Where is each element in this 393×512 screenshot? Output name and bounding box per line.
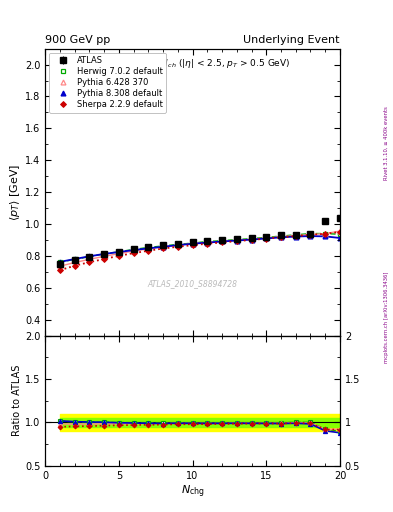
Sherpa 2.2.9 default [58,267,62,273]
Sherpa 2.2.9 default [338,229,342,235]
Pythia 6.428 370 [234,237,239,243]
Y-axis label: $\langle p_T \rangle$ [GeV]: $\langle p_T \rangle$ [GeV] [8,163,22,221]
Herwig 7.0.2 default [102,251,107,257]
Herwig 7.0.2 default [58,259,62,265]
Herwig 7.0.2 default [87,253,92,260]
Pythia 6.428 370 [293,232,298,239]
Herwig 7.0.2 default [249,236,254,242]
Herwig 7.0.2 default [190,240,195,246]
Pythia 6.428 370 [190,241,195,247]
Pythia 6.428 370 [161,244,165,250]
Pythia 8.308 default [102,251,107,257]
Pythia 6.428 370 [102,253,107,260]
Herwig 7.0.2 default [72,257,77,263]
Sherpa 2.2.9 default [308,232,313,238]
Pythia 6.428 370 [176,242,180,248]
Pythia 6.428 370 [116,250,121,257]
Sherpa 2.2.9 default [72,263,77,269]
Pythia 6.428 370 [308,231,313,238]
Pythia 8.308 default [190,241,195,247]
Sherpa 2.2.9 default [293,233,298,239]
Herwig 7.0.2 default [338,231,342,238]
Herwig 7.0.2 default [279,233,283,239]
Sherpa 2.2.9 default [249,237,254,243]
Legend: ATLAS, Herwig 7.0.2 default, Pythia 6.428 370, Pythia 8.308 default, Sherpa 2.2.: ATLAS, Herwig 7.0.2 default, Pythia 6.42… [50,53,166,113]
Sherpa 2.2.9 default [161,245,165,251]
Y-axis label: Ratio to ATLAS: Ratio to ATLAS [12,365,22,436]
Pythia 6.428 370 [146,246,151,252]
Pythia 6.428 370 [264,235,269,241]
Text: ATLAS_2010_S8894728: ATLAS_2010_S8894728 [147,280,238,288]
Text: Rivet 3.1.10, ≥ 400k events: Rivet 3.1.10, ≥ 400k events [384,106,389,180]
Herwig 7.0.2 default [161,243,165,249]
Pythia 8.308 default [308,233,313,239]
X-axis label: $N_{\rm chg}$: $N_{\rm chg}$ [181,483,204,500]
Sherpa 2.2.9 default [87,259,92,265]
Pythia 6.428 370 [249,236,254,242]
Pythia 8.308 default [279,234,283,241]
Herwig 7.0.2 default [264,234,269,241]
Pythia 6.428 370 [87,257,92,263]
Sherpa 2.2.9 default [176,244,180,250]
Line: Herwig 7.0.2 default: Herwig 7.0.2 default [57,231,342,265]
Line: Pythia 8.308 default: Pythia 8.308 default [57,233,342,264]
Text: mcplots.cern.ch [arXiv:1306.3436]: mcplots.cern.ch [arXiv:1306.3436] [384,272,389,363]
Herwig 7.0.2 default [131,246,136,252]
Herwig 7.0.2 default [146,244,151,250]
Pythia 8.308 default [234,238,239,244]
Pythia 6.428 370 [220,238,224,244]
Sherpa 2.2.9 default [220,240,224,246]
Pythia 8.308 default [116,249,121,255]
Pythia 8.308 default [293,233,298,240]
Herwig 7.0.2 default [234,237,239,243]
Sherpa 2.2.9 default [234,238,239,244]
Pythia 8.308 default [131,247,136,253]
Pythia 6.428 370 [205,240,210,246]
Pythia 8.308 default [323,233,328,240]
Pythia 8.308 default [146,245,151,251]
Sherpa 2.2.9 default [323,231,328,237]
Sherpa 2.2.9 default [102,256,107,262]
Line: Sherpa 2.2.9 default: Sherpa 2.2.9 default [58,230,342,272]
Pythia 6.428 370 [131,248,136,254]
Herwig 7.0.2 default [293,232,298,238]
Sherpa 2.2.9 default [116,253,121,259]
Pythia 8.308 default [205,240,210,246]
Pythia 8.308 default [161,244,165,250]
Herwig 7.0.2 default [116,249,121,255]
Pythia 8.308 default [72,256,77,262]
Herwig 7.0.2 default [205,239,210,245]
Pythia 8.308 default [264,236,269,242]
Sherpa 2.2.9 default [131,250,136,256]
Pythia 6.428 370 [72,260,77,266]
Herwig 7.0.2 default [220,238,224,244]
Pythia 6.428 370 [58,263,62,269]
Pythia 8.308 default [220,239,224,245]
Sherpa 2.2.9 default [146,248,151,254]
Sherpa 2.2.9 default [279,234,283,241]
Pythia 8.308 default [87,253,92,260]
Text: Underlying Event: Underlying Event [243,35,340,45]
Pythia 6.428 370 [338,228,342,234]
Herwig 7.0.2 default [323,230,328,237]
Sherpa 2.2.9 default [205,241,210,247]
Sherpa 2.2.9 default [190,242,195,248]
Pythia 8.308 default [58,259,62,265]
Text: 900 GeV pp: 900 GeV pp [45,35,110,45]
Pythia 6.428 370 [323,230,328,237]
Pythia 8.308 default [338,235,342,241]
Herwig 7.0.2 default [308,230,313,237]
Text: Average $p_T$ vs $N_{ch}$ ($|\eta|$ < 2.5, $p_T$ > 0.5 GeV): Average $p_T$ vs $N_{ch}$ ($|\eta|$ < 2.… [95,57,290,70]
Sherpa 2.2.9 default [264,236,269,242]
Pythia 8.308 default [176,242,180,248]
Line: Pythia 6.428 370: Pythia 6.428 370 [57,229,342,269]
Herwig 7.0.2 default [176,241,180,247]
Pythia 6.428 370 [279,233,283,240]
Pythia 8.308 default [249,237,254,243]
